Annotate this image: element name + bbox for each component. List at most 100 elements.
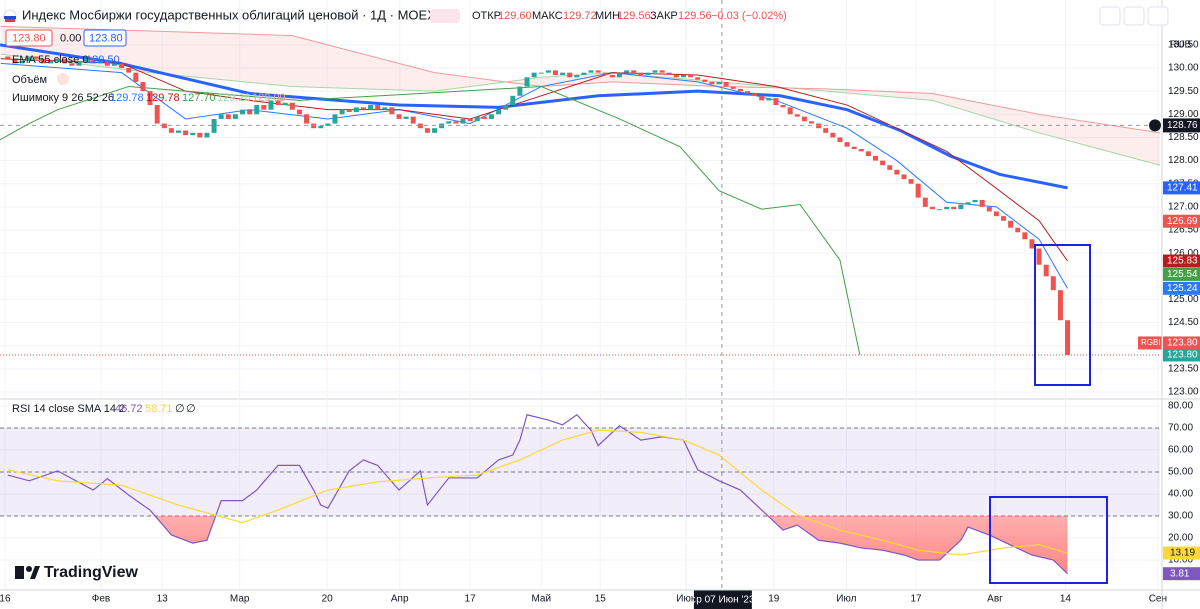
candle	[809, 121, 815, 124]
ema-legend: EMA 55 close 0	[12, 54, 88, 66]
candle	[339, 109, 345, 115]
price-tag-label: 125.83	[1167, 256, 1198, 267]
candle	[901, 174, 907, 180]
symbol-tag	[1138, 336, 1162, 350]
indicator-line	[0, 43, 1068, 190]
header: Индекс Мосбиржи государственных облигаци…	[3, 6, 1191, 581]
candle	[616, 72, 622, 78]
warning-icon[interactable]	[57, 73, 69, 85]
candle	[951, 206, 957, 210]
candle	[1029, 239, 1035, 249]
candle	[47, 61, 53, 64]
y-tick-label: 128.00	[1168, 155, 1199, 166]
candle	[247, 109, 253, 115]
sell-price: 123.80	[12, 32, 46, 44]
candle	[595, 70, 601, 73]
y-tick-label: 130.00	[1168, 63, 1199, 74]
price-tag	[1163, 348, 1200, 362]
candle	[467, 118, 473, 122]
y-tick-label: 125.00	[1168, 294, 1199, 305]
candle	[730, 86, 736, 89]
price-tag-label: 125.24	[1167, 283, 1198, 294]
candle	[410, 116, 416, 124]
flag-stripe	[5, 19, 15, 22]
y-tick-label: 40.00	[1168, 489, 1193, 500]
candle	[915, 183, 921, 198]
candle	[552, 70, 558, 75]
rsi-legend: RSI 14 close SMA 14 2	[12, 403, 125, 415]
x-tick-label: 15	[595, 594, 607, 605]
candle	[560, 72, 566, 75]
x-tick-label: 19	[768, 594, 780, 605]
candle	[752, 93, 758, 96]
candle	[190, 132, 196, 136]
value-tag-label: 3.81	[1170, 568, 1190, 579]
x-tick-label: Май	[531, 594, 551, 605]
price-tag-label: 123.80	[1167, 350, 1198, 361]
candle	[389, 107, 395, 115]
y-tick-label: 123.50	[1168, 363, 1199, 374]
candle	[851, 146, 857, 150]
indicator-line	[7, 429, 1068, 556]
candle	[119, 63, 125, 69]
ichimoku-value: 127.70	[182, 92, 216, 104]
candle	[453, 121, 459, 124]
toolbar-button[interactable]	[1099, 6, 1121, 26]
candle	[524, 77, 530, 87]
candle	[211, 118, 217, 133]
candle	[481, 116, 487, 119]
candle	[396, 114, 402, 119]
x-tick-label: Июн	[676, 594, 696, 605]
candle	[602, 72, 608, 75]
price-tag	[1163, 281, 1200, 295]
candle	[332, 114, 338, 124]
candle	[1057, 290, 1063, 321]
candle	[368, 105, 374, 110]
candle	[55, 58, 61, 62]
ichimoku-value: 129.78	[110, 92, 144, 104]
crosshair-y-label: 128.76	[1167, 120, 1198, 131]
price-tag-label: 126.69	[1167, 216, 1198, 227]
sell-box[interactable]	[5, 29, 53, 47]
candle	[609, 74, 615, 78]
candle	[76, 61, 82, 66]
y-tick-label: 123.00	[1168, 387, 1199, 398]
candle	[69, 63, 75, 66]
candle	[126, 68, 132, 73]
candle	[873, 155, 879, 161]
y-tick-label: 126.00	[1168, 248, 1199, 259]
price-tag	[1163, 181, 1200, 195]
candle	[773, 98, 779, 106]
status-toggle[interactable]	[430, 9, 460, 23]
candle	[254, 105, 260, 115]
crosshair-y-box	[1163, 118, 1200, 133]
toolbar-button[interactable]	[1123, 6, 1145, 26]
candle	[823, 128, 829, 133]
price-tag	[1163, 214, 1200, 228]
ohlc-value: 129.72	[563, 10, 597, 22]
candle	[531, 72, 537, 78]
candle	[90, 58, 96, 64]
toolbar-button[interactable]	[1147, 6, 1169, 26]
volume-legend: Объём	[12, 74, 47, 86]
candle	[417, 123, 423, 129]
ichimoku-legend: Ишимоку 9 26 52 26	[12, 92, 114, 104]
candle	[830, 132, 836, 138]
price-tag-label: 127.41	[1167, 183, 1198, 194]
buy-box[interactable]	[83, 29, 127, 47]
candle	[318, 125, 324, 129]
x-tick-label: 17	[465, 594, 477, 605]
candle	[97, 61, 103, 64]
value-tag-label: 13.19	[1170, 548, 1195, 559]
ohlc-label: ЗАКР	[650, 10, 678, 22]
x-tick-label: Мар	[230, 594, 250, 605]
candle	[958, 204, 964, 210]
candle	[104, 61, 110, 66]
candle	[325, 123, 331, 126]
y-tick-label: 50.00	[1168, 467, 1193, 478]
candle	[488, 114, 494, 119]
candle	[538, 72, 544, 74]
candle	[424, 128, 430, 133]
candle	[1065, 320, 1071, 355]
